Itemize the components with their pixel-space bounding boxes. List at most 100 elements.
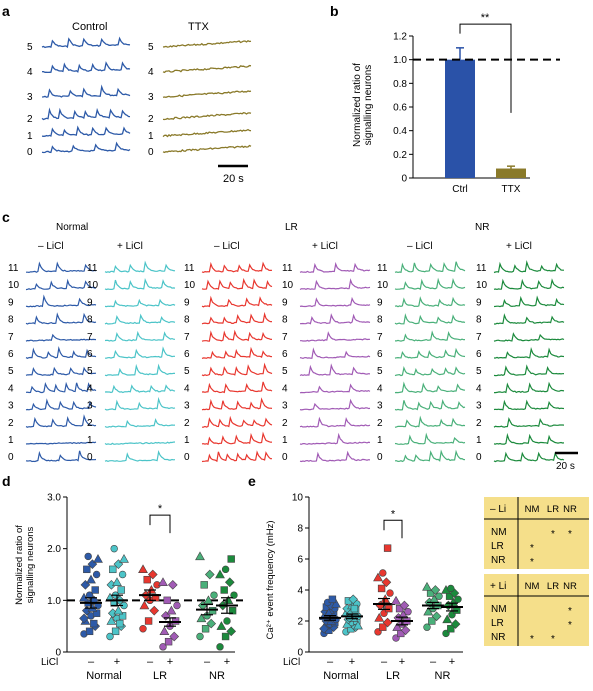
panel-c-sublabel: – LiCl <box>38 241 64 252</box>
table-background <box>484 574 589 646</box>
data-point <box>227 555 235 563</box>
trace-line <box>104 396 176 411</box>
data-point <box>139 625 147 633</box>
data-point <box>210 591 218 599</box>
y-tick-label: 0 <box>297 648 303 659</box>
panel-c-row-label: 10 <box>87 280 99 291</box>
trace-line <box>201 431 273 446</box>
trace-line <box>104 298 176 308</box>
panel-b-bar <box>496 168 526 178</box>
data-point <box>119 553 129 563</box>
data-point <box>382 617 393 628</box>
trace-line <box>394 366 466 377</box>
trace-line <box>493 295 565 308</box>
panel-c-row-label: 7 <box>282 332 288 343</box>
trace-line <box>493 278 565 291</box>
data-point <box>328 595 337 604</box>
trace-line <box>493 260 564 274</box>
data-point <box>84 552 92 561</box>
panel-b-y-tick-label: 1.2 <box>393 32 407 43</box>
condition-label: – <box>147 656 154 668</box>
panel-c-row-label: 9 <box>377 297 383 308</box>
panel-c-row-label: 4 <box>87 383 93 394</box>
panel-c-row-label: 10 <box>8 280 20 291</box>
data-point <box>163 596 171 605</box>
y-tick-label: 1.0 <box>47 596 61 607</box>
panel-label-b: b <box>330 3 339 19</box>
trace-line <box>25 294 97 308</box>
trace-line <box>162 144 252 154</box>
panel-c-row-label: 1 <box>87 435 93 446</box>
data-point <box>391 595 401 605</box>
trace-line <box>299 398 371 411</box>
data-point <box>224 577 235 588</box>
data-point <box>423 623 431 631</box>
condition-label: + <box>167 656 173 668</box>
trace-line <box>299 296 371 308</box>
data-point <box>106 615 117 625</box>
panel-c-row-label: 1 <box>282 435 288 446</box>
y-tick-label: 8 <box>297 524 303 535</box>
trace-line <box>41 107 131 121</box>
panel-c-row-label: 9 <box>87 297 93 308</box>
data-point <box>143 575 151 584</box>
panel-c-row-label: 10 <box>282 280 294 291</box>
panel-c-row-label: 5 <box>87 366 93 377</box>
trace-line <box>394 432 466 445</box>
panel-b-y-tick-label: 0 <box>401 174 407 185</box>
trace-line <box>41 84 131 98</box>
trace-line <box>25 312 97 325</box>
data-point <box>430 585 441 595</box>
panel-b-ylabel-line2: signalling neurons <box>363 65 374 146</box>
group-label: Normal <box>323 670 358 682</box>
panel-c-row-label: 2 <box>87 418 93 429</box>
y-tick-label: 2 <box>297 617 303 628</box>
trace-line <box>41 141 131 154</box>
data-point <box>92 609 101 617</box>
panel-c-row-label: 2 <box>282 418 288 429</box>
data-point <box>85 627 94 636</box>
trace-line <box>493 432 565 445</box>
data-point <box>431 611 442 622</box>
trace-line <box>299 383 371 394</box>
panel-c-sublabel: + LiCl <box>506 241 532 252</box>
trace-line <box>493 416 565 428</box>
data-point <box>447 584 455 593</box>
trace-line <box>104 384 176 394</box>
panel-a-row-label: 0 <box>148 147 154 158</box>
data-point <box>109 565 117 574</box>
trace-line <box>494 346 565 359</box>
significance-mark: * <box>391 508 396 520</box>
licl-label: LiCl <box>283 657 300 668</box>
panel-c-row-label: 6 <box>282 349 288 360</box>
panel-b-significance-mark: ** <box>481 12 490 24</box>
trace-line <box>104 260 176 273</box>
data-point <box>169 631 180 642</box>
panel-c-row-label: 3 <box>377 401 383 412</box>
panel-c-condition-nr: NR <box>475 222 489 233</box>
data-point <box>381 577 392 588</box>
group-label: Normal <box>86 670 121 682</box>
significance-table: + Li NM LR NR NM * LR * NR * * <box>484 574 589 646</box>
trace-line <box>394 415 466 428</box>
panel-label-a: a <box>2 3 10 19</box>
panel-c-row-label: 8 <box>8 315 14 326</box>
table-row-label: NR <box>491 632 505 643</box>
data-point <box>223 595 234 605</box>
trace-line <box>25 398 97 411</box>
scale-bar-c-label: 20 s <box>556 461 575 472</box>
data-point <box>93 553 103 563</box>
data-point <box>221 632 230 641</box>
panel-c-sublabel: – LiCl <box>214 241 240 252</box>
trace-line <box>104 363 176 377</box>
data-point <box>319 623 329 634</box>
panel-c-row-label: 7 <box>476 332 482 343</box>
panel-c-row-label: 1 <box>476 435 482 446</box>
panel-c-row-label: 5 <box>282 366 288 377</box>
panel-a-row-label: 5 <box>148 42 154 53</box>
panel-c-row-label: 3 <box>476 401 482 412</box>
table-cell-mark: * <box>568 606 572 617</box>
panel-b-significance-bracket <box>459 23 512 113</box>
panel-c-row-label: 0 <box>184 452 190 463</box>
